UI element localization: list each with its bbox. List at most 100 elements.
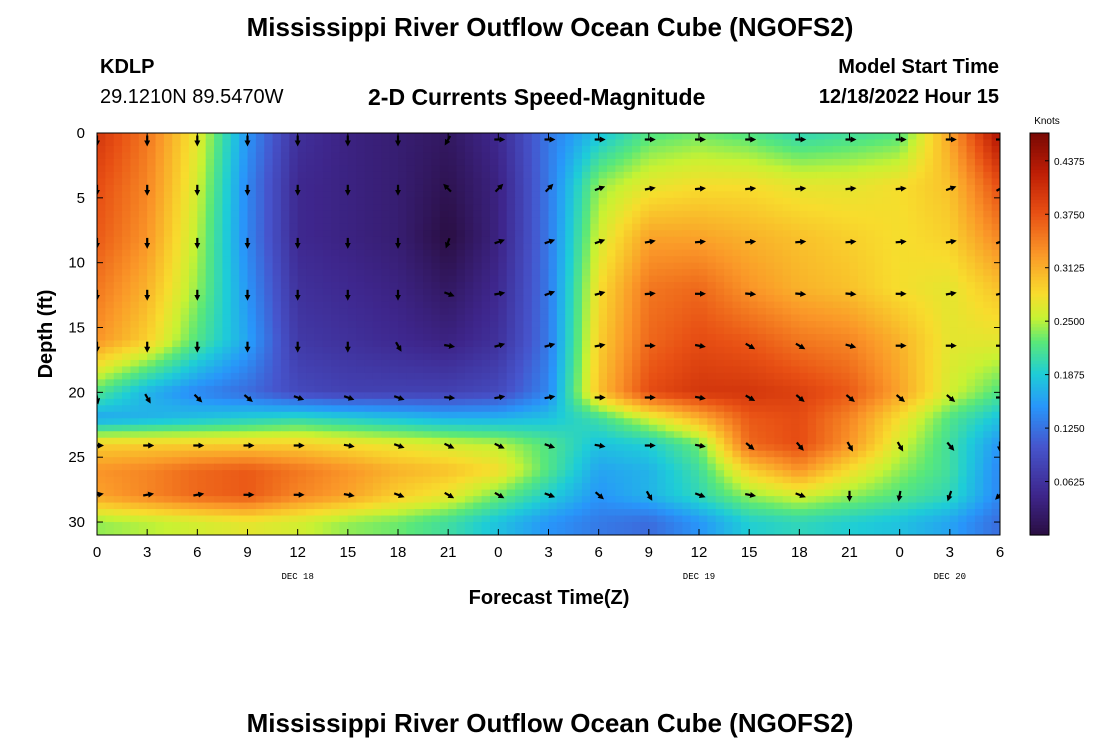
heatmap-cell: [205, 308, 215, 316]
heatmap-cell: [732, 158, 742, 167]
heatmap-cell: [774, 158, 784, 167]
heatmap-cell: [423, 204, 433, 212]
heatmap-cell: [439, 405, 449, 413]
heatmap-cell: [389, 269, 399, 277]
heatmap-cell: [122, 366, 132, 374]
heatmap-cell: [456, 210, 466, 218]
heatmap-cell: [749, 269, 759, 277]
heatmap-cell: [974, 288, 984, 296]
heatmap-cell: [464, 223, 474, 231]
heatmap-cell: [841, 308, 851, 316]
heatmap-cell: [573, 197, 583, 205]
heatmap-cell: [857, 217, 867, 225]
heatmap-cell: [891, 334, 901, 342]
heatmap-cell: [239, 340, 249, 348]
heatmap-cell: [381, 398, 391, 406]
heatmap-cell: [849, 262, 859, 270]
heatmap-cell: [573, 405, 583, 413]
heatmap-cell: [874, 405, 884, 413]
heatmap-cell: [448, 184, 458, 192]
heatmap-cell: [105, 392, 115, 400]
heatmap-cell: [715, 385, 725, 393]
heatmap-cell: [97, 184, 106, 192]
heatmap-cell: [640, 379, 650, 387]
heatmap-cell: [481, 418, 491, 426]
heatmap-cell: [799, 282, 809, 290]
heatmap-cell: [515, 314, 525, 322]
heatmap-cell: [699, 353, 708, 361]
heatmap-cell: [874, 171, 884, 179]
heatmap-cell: [130, 139, 140, 147]
heatmap-cell: [264, 359, 274, 368]
heatmap-cell: [607, 236, 616, 244]
heatmap-cell: [239, 314, 249, 322]
heatmap-cell: [113, 145, 123, 154]
heatmap-cell: [239, 359, 249, 368]
heatmap-cell: [523, 424, 533, 432]
heatmap-cell: [130, 178, 140, 186]
heatmap-cell: [481, 346, 491, 355]
heatmap-cell: [264, 288, 274, 296]
heatmap-cell: [556, 424, 566, 432]
heatmap-cell: [431, 411, 441, 419]
heatmap-cell: [916, 321, 926, 329]
heatmap-cell: [247, 230, 257, 238]
heatmap-cell: [105, 321, 115, 329]
heatmap-cell: [757, 405, 767, 413]
heatmap-cell: [406, 269, 416, 277]
heatmap-cell: [347, 353, 357, 361]
heatmap-cell: [699, 366, 708, 374]
heatmap-cell: [740, 275, 750, 283]
heatmap-cell: [247, 314, 257, 322]
heatmap-cell: [849, 366, 859, 374]
heatmap-cell: [874, 418, 884, 426]
heatmap-cell: [581, 184, 591, 192]
heatmap-cell: [289, 411, 299, 419]
heatmap-cell: [765, 217, 775, 225]
heatmap-cell: [523, 295, 533, 303]
heatmap-cell: [799, 243, 809, 251]
heatmap-cell: [423, 372, 433, 380]
heatmap-cell: [782, 230, 792, 238]
heatmap-cell: [314, 282, 324, 290]
heatmap-cell: [958, 411, 968, 419]
heatmap-cell: [640, 191, 650, 199]
heatmap-cell: [715, 158, 725, 167]
heatmap-cell: [272, 398, 282, 406]
heatmap-cell: [632, 321, 642, 329]
heatmap-cell: [122, 236, 132, 244]
heatmap-cell: [122, 411, 132, 419]
heatmap-cell: [406, 236, 416, 244]
heatmap-cell: [615, 359, 625, 368]
heatmap-cell: [506, 308, 516, 316]
heatmap-cell: [322, 295, 332, 303]
heatmap-cell: [372, 405, 382, 413]
heatmap-cell: [598, 372, 608, 380]
heatmap-cell: [941, 262, 951, 270]
heatmap-cell: [130, 346, 140, 355]
heatmap-cell: [765, 139, 775, 147]
heatmap-cell: [331, 308, 341, 316]
heatmap-cell: [188, 353, 198, 361]
heatmap-cell: [765, 346, 775, 355]
heatmap-cell: [515, 340, 525, 348]
heatmap-cell: [306, 249, 315, 257]
heatmap-cell: [983, 165, 993, 173]
heatmap-cell: [673, 314, 683, 322]
heatmap-cell: [306, 178, 315, 186]
heatmap-cell: [673, 308, 683, 316]
heatmap-cell: [690, 165, 700, 173]
heatmap-cell: [790, 178, 800, 186]
heatmap-cell: [740, 249, 750, 257]
heatmap-cell: [372, 243, 382, 251]
heatmap-cell: [908, 359, 917, 368]
heatmap-cell: [297, 191, 307, 199]
heatmap-cell: [322, 158, 332, 167]
heatmap-cell: [347, 424, 357, 432]
heatmap-cell: [138, 171, 148, 179]
heatmap-cell: [607, 145, 616, 154]
heatmap-cell: [832, 314, 842, 322]
heatmap-cell: [841, 282, 851, 290]
heatmap-cell: [523, 398, 533, 406]
heatmap-cell: [849, 249, 859, 257]
